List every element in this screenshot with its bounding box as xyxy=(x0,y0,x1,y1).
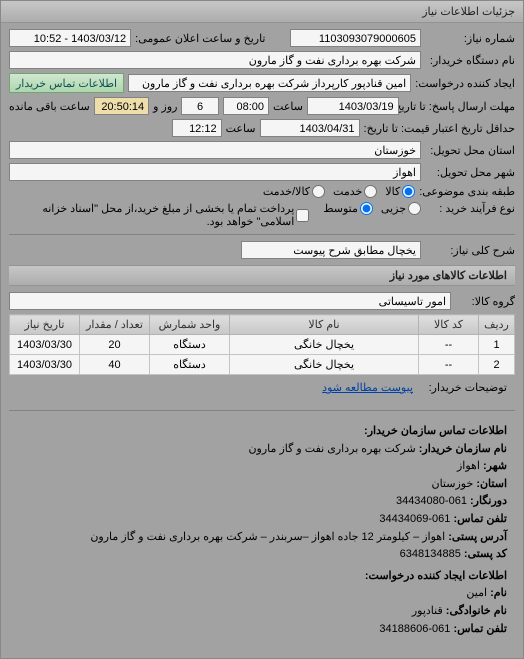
col-header: تعداد / مقدار xyxy=(80,315,150,335)
radio-both[interactable]: کالا/خدمت xyxy=(263,185,325,198)
province-label: استان محل تحویل: xyxy=(425,144,515,157)
announce-field: 1403/03/12 - 10:52 xyxy=(9,29,131,47)
treasury-check[interactable]: پرداخت تمام یا بخشی از مبلغ خرید،از محل … xyxy=(9,202,309,228)
need-title-label: شرح کلی نیاز: xyxy=(425,244,515,257)
group-field: امور تاسیساتی xyxy=(9,292,451,310)
remain-days: 6 xyxy=(181,97,218,115)
credit-label: حداقل تاریخ اعتبار قیمت: تا تاریخ: xyxy=(364,122,515,135)
credit-time: 12:12 xyxy=(172,119,222,137)
remain-suffix: ساعت باقی مانده xyxy=(9,100,90,113)
radio-goods[interactable]: کالا xyxy=(385,185,415,198)
need-no-field: 1103093079000605 xyxy=(290,29,422,47)
city-field: اهواز xyxy=(9,163,421,181)
attachment-link[interactable]: پیوست مطالعه شود xyxy=(322,381,413,394)
table-row: 1--یخچال خانگیدستگاه201403/03/30 xyxy=(10,335,515,355)
credit-date: 1403/04/31 xyxy=(260,119,360,137)
deadline-label: مهلت ارسال پاسخ: تا تاریخ: xyxy=(403,100,515,113)
table-row: 2--یخچال خانگیدستگاه401403/03/30 xyxy=(10,355,515,375)
form-area: شماره نیاز: 1103093079000605 تاریخ و ساع… xyxy=(1,23,523,658)
process-radios: جزیی متوسط xyxy=(323,202,421,215)
city-label: شهر محل تحویل: xyxy=(425,166,515,179)
announce-label: تاریخ و ساعت اعلان عمومی: xyxy=(135,32,265,45)
radio-service[interactable]: خدمت xyxy=(333,185,377,198)
col-header: واحد شمارش xyxy=(150,315,230,335)
items-section-header: اطلاعات کالاهای مورد نیاز xyxy=(9,265,515,286)
requester-label: ایجاد کننده درخواست: xyxy=(415,77,515,90)
remain-time: 20:50:14 xyxy=(94,97,149,115)
need-title-field: یخچال مطابق شرح پیوست xyxy=(241,241,421,259)
panel-title: جزئیات اطلاعات نیاز xyxy=(1,1,523,23)
time-label-1: ساعت xyxy=(273,100,303,113)
need-details-panel: جزئیات اطلاعات نیاز شماره نیاز: 11030930… xyxy=(0,0,524,659)
buyer-notes-label: توضیحات خریدار: xyxy=(417,381,507,394)
buyer-org-field: شرکت بهره برداری نفت و گاز مارون xyxy=(9,51,421,69)
col-header: تاریخ نیاز xyxy=(10,315,80,335)
process-label: نوع فرآیند خرید : xyxy=(425,202,515,215)
group-label: گروه کالا: xyxy=(455,295,515,308)
deadline-date: 1403/03/19 xyxy=(307,97,399,115)
radio-medium[interactable]: متوسط xyxy=(323,202,373,215)
col-header: ردیف xyxy=(479,315,515,335)
buyer-org-label: نام دستگاه خریدار: xyxy=(425,54,515,67)
radio-small[interactable]: جزیی xyxy=(381,202,421,215)
contact-info-button[interactable]: اطلاعات تماس خریدار xyxy=(9,73,124,93)
items-table: ردیفکد کالانام کالاواحد شمارشتعداد / مقد… xyxy=(9,314,515,375)
need-no-label: شماره نیاز: xyxy=(425,32,515,45)
contact-header: اطلاعات تماس سازمان خریدار: xyxy=(364,425,507,437)
requester-field: امین قنادپور کارپرداز شرکت بهره برداری ن… xyxy=(128,74,411,92)
time-label-2: ساعت xyxy=(226,122,256,135)
subject-type-radios: کالا خدمت کالا/خدمت xyxy=(263,185,415,198)
subject-type-label: طبقه بندی موضوعی: xyxy=(419,185,515,198)
col-header: نام کالا xyxy=(230,315,419,335)
process-note: پرداخت تمام یا بخشی از مبلغ خرید،از محل … xyxy=(9,202,294,228)
contact-block: اطلاعات تماس سازمان خریدار: نام سازمان خ… xyxy=(9,417,515,648)
col-header: کد کالا xyxy=(419,315,479,335)
deadline-time: 08:00 xyxy=(223,97,269,115)
province-field: خوزستان xyxy=(9,141,421,159)
remain-days-label: روز و xyxy=(153,100,177,113)
